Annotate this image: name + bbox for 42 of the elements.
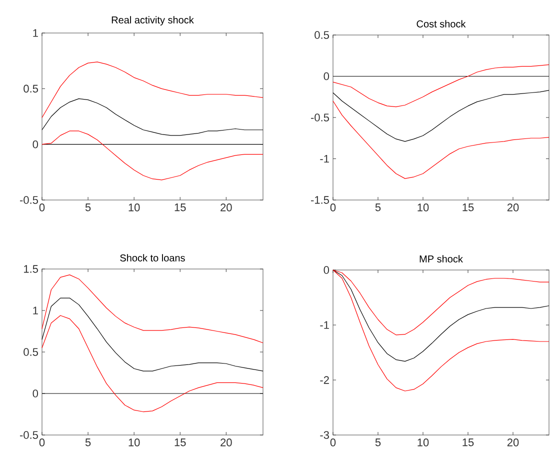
x-tick-label: 20 [507, 204, 519, 212]
y-tick-label: -0.5 [20, 196, 38, 204]
x-tick-label: 15 [462, 438, 474, 446]
x-tick-label: 5 [375, 204, 381, 212]
y-tick-label: -0.5 [311, 114, 329, 122]
x-tick-label: 20 [507, 438, 519, 446]
y-tick-label: -1 [320, 154, 329, 163]
x-tick-label: 0 [330, 438, 336, 446]
x-tick-label: 5 [85, 204, 91, 212]
y-tick-label: -2 [320, 376, 329, 384]
y-tick-label: 0 [324, 72, 330, 80]
x-tick-label: 0 [39, 204, 45, 212]
y-tick-label: 1 [33, 306, 38, 314]
y-tick-label: 0.5 [314, 31, 329, 39]
x-tick-label: 10 [418, 438, 429, 446]
chart-title: MP shock [420, 255, 463, 262]
chart-title: Real activity shock [112, 16, 194, 26]
x-tick-label: 20 [220, 438, 232, 446]
y-tick-label: 1 [33, 29, 38, 37]
x-tick-label: 20 [220, 204, 232, 212]
x-tick-label: 5 [375, 438, 381, 446]
x-tick-label: 15 [174, 438, 186, 446]
x-tick-label: 15 [174, 204, 186, 212]
x-tick-label: 0 [330, 204, 336, 212]
x-tick-label: 10 [418, 204, 429, 212]
y-tick-label: -1 [320, 321, 329, 329]
x-tick-label: 10 [128, 438, 140, 446]
y-tick-label: -0.5 [20, 431, 38, 439]
y-tick-label: 0.5 [24, 348, 38, 356]
y-tick-label: -1.5 [311, 196, 329, 204]
y-tick-label: -3 [320, 431, 329, 439]
x-tick-label: 5 [85, 438, 91, 446]
y-tick-label: 0 [32, 390, 38, 398]
x-tick-label: 15 [462, 204, 474, 212]
x-tick-label: 10 [128, 204, 140, 212]
y-tick-label: 0.5 [24, 84, 38, 93]
chart-title: Cost shock [416, 20, 466, 28]
chart-title: Shock to loans [120, 254, 185, 262]
x-tick-label: 0 [39, 438, 45, 446]
y-tick-label: 1.5 [24, 265, 38, 273]
y-tick-label: 0 [32, 140, 38, 148]
y-tick-label: 0 [324, 266, 330, 274]
